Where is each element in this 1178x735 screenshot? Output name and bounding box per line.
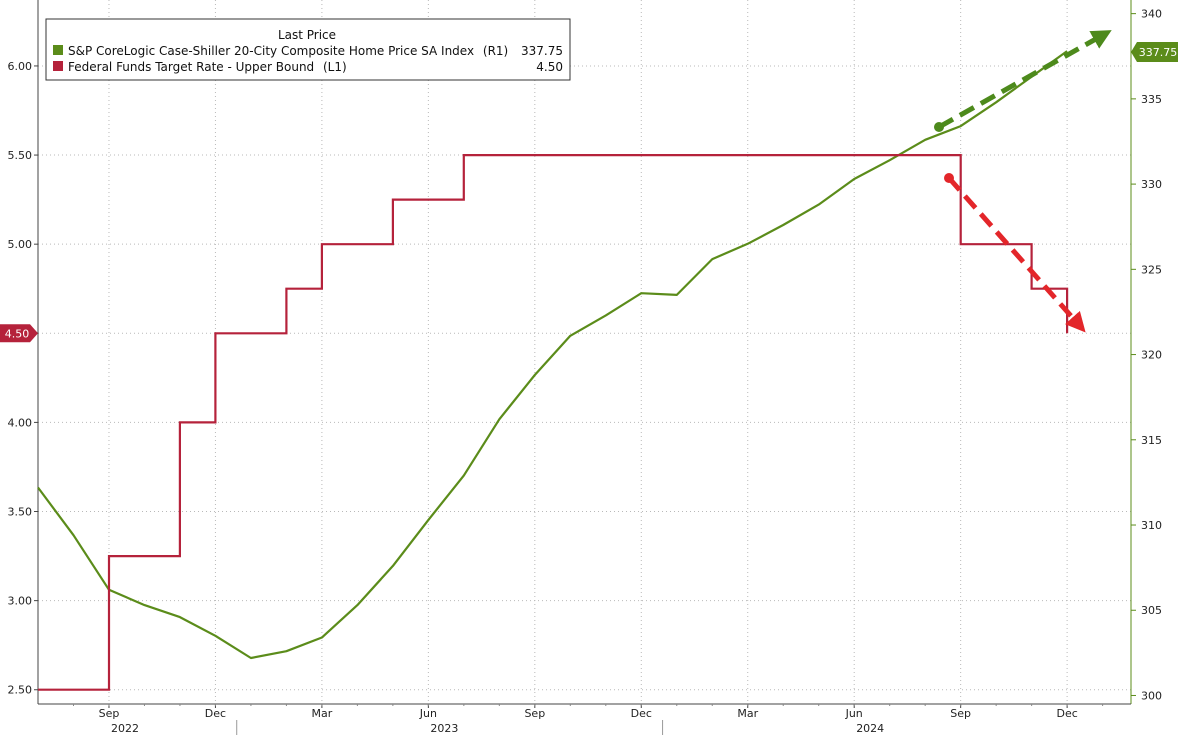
- legend-label-home-price: S&P CoreLogic Case-Shiller 20-City Compo…: [68, 44, 508, 58]
- legend-swatch-fed-funds: [53, 61, 63, 71]
- left-tick-label: 5.50: [8, 149, 33, 162]
- x-tick-label: Mar: [737, 707, 758, 720]
- right-last-value-text: 337.75: [1139, 46, 1178, 59]
- down-trend-arrow: [947, 176, 1086, 333]
- right-last-value-tag: [1131, 41, 1178, 62]
- up-trend-arrow: [937, 30, 1112, 130]
- series-line-fed-funds: [38, 154, 1069, 691]
- right-tick-label: 325: [1141, 263, 1162, 276]
- legend: Last Price S&P CoreLogic Case-Shiller 20…: [45, 18, 571, 81]
- right-tick-label: 315: [1141, 434, 1162, 447]
- left-tick-label: 3.00: [8, 595, 33, 608]
- right-tick-label: 300: [1141, 689, 1162, 702]
- left-last-value-tag: [0, 324, 38, 343]
- tag-layer: 4.50 337.75: [0, 41, 1178, 343]
- x-tick-label: Mar: [312, 707, 333, 720]
- x-tick-label: Dec: [1056, 707, 1077, 720]
- x-year-label: 2023: [430, 722, 458, 735]
- right-tick-label: 335: [1141, 93, 1162, 106]
- series-layer: [37, 50, 1069, 691]
- legend-label-fed-funds: Federal Funds Target Rate - Upper Bound …: [68, 60, 347, 74]
- left-tick-label: 3.50: [8, 506, 33, 519]
- legend-value-fed-funds: 4.50: [536, 60, 563, 74]
- x-tick-label: Jun: [419, 707, 437, 720]
- x-tick-label: Sep: [950, 707, 971, 720]
- left-last-value-text: 4.50: [5, 327, 30, 340]
- x-tick-label: Sep: [524, 707, 545, 720]
- x-year-label: 2022: [111, 722, 139, 735]
- left-tick-label: 6.00: [8, 60, 33, 73]
- right-tick-label: 310: [1141, 519, 1162, 532]
- legend-value-home-price: 337.75: [521, 44, 563, 58]
- legend-header: Last Price: [278, 28, 336, 42]
- legend-swatch-home-price: [53, 45, 63, 55]
- legend-box: [45, 18, 571, 81]
- right-tick-label: 340: [1141, 8, 1162, 21]
- grid-layer: [38, 0, 1131, 704]
- axes-layer: 2.50 3.00 3.50 4.00 4.50 5.00 5.50 6.00 300 305 31…: [8, 0, 1162, 735]
- x-tick-label: Dec: [205, 707, 226, 720]
- right-tick-label: 330: [1141, 178, 1162, 191]
- x-tick-label: Sep: [99, 707, 120, 720]
- right-tick-label: 305: [1141, 604, 1162, 617]
- x-tick-label: Jun: [845, 707, 863, 720]
- left-tick-label: 2.50: [8, 684, 33, 697]
- annotation-layer: [934, 30, 1112, 333]
- x-year-label: 2024: [856, 722, 884, 735]
- left-tick-label: 4.00: [8, 416, 33, 429]
- series-line-home-price: [37, 50, 1068, 660]
- right-tick-label: 320: [1141, 349, 1162, 362]
- left-tick-label: 5.00: [8, 238, 33, 251]
- x-tick-label: Dec: [631, 707, 652, 720]
